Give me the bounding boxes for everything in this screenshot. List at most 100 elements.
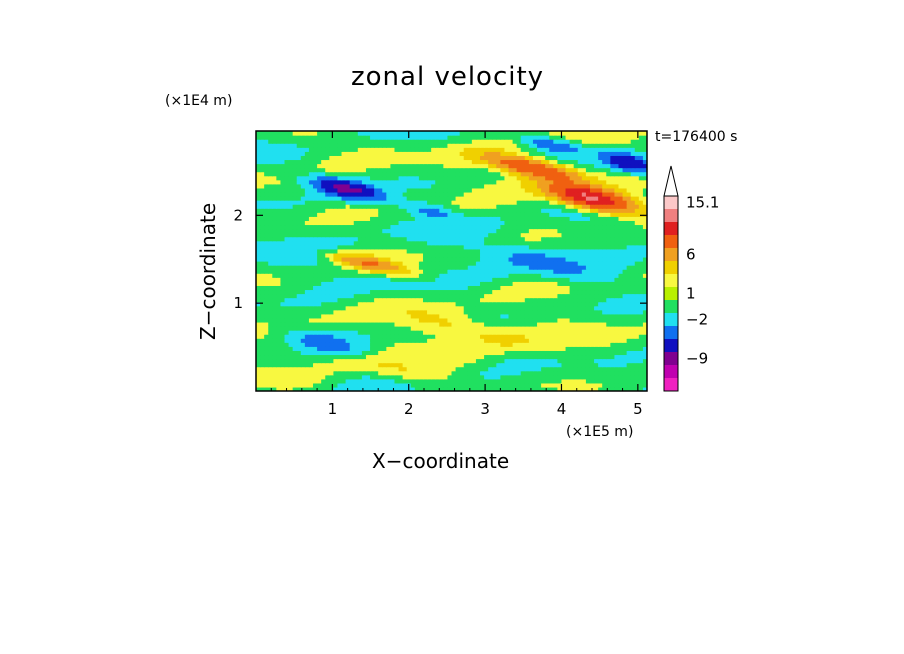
- field-cell: [614, 252, 620, 258]
- field-cell: [427, 273, 432, 278]
- field-cell: [317, 297, 322, 303]
- field-cell: [382, 366, 387, 372]
- field-cell: [492, 248, 497, 254]
- field-cell: [634, 273, 640, 278]
- field-cell: [614, 220, 620, 226]
- field-cell: [422, 244, 428, 250]
- field-cell: [435, 179, 440, 185]
- field-cell: [418, 240, 424, 246]
- field-cell: [276, 273, 282, 278]
- field-cell: [382, 334, 387, 339]
- field-cell: [317, 382, 322, 388]
- field-cell: [594, 261, 599, 266]
- field-cell: [573, 269, 579, 274]
- field-cell: [276, 301, 282, 307]
- field-cell: [329, 204, 334, 209]
- field-cell: [585, 281, 591, 286]
- field-cell: [357, 382, 363, 388]
- field-cell: [349, 224, 355, 230]
- field-cell: [361, 334, 367, 339]
- field-cell: [264, 277, 269, 282]
- field-cell: [427, 313, 432, 319]
- field-cell: [541, 378, 546, 384]
- field-cell: [459, 204, 465, 209]
- field-cell: [496, 248, 501, 254]
- field-cell: [345, 179, 351, 185]
- field-cell: [585, 350, 591, 356]
- field-cell: [394, 305, 400, 311]
- field-cell: [553, 216, 558, 221]
- field-cell: [504, 277, 510, 282]
- field-cell: [480, 240, 485, 246]
- field-cell: [353, 313, 359, 319]
- field-cell: [414, 248, 420, 254]
- field-cell: [606, 285, 611, 291]
- field-cell: [365, 309, 371, 315]
- field-cell: [557, 334, 563, 339]
- field-cell: [606, 208, 611, 213]
- field-cell: [496, 289, 501, 295]
- field-cell: [528, 285, 534, 291]
- field-cell: [488, 200, 493, 205]
- field-cell: [500, 200, 506, 205]
- field-cell: [528, 196, 534, 201]
- field-cell: [418, 191, 424, 197]
- field-cell: [345, 240, 351, 246]
- field-cell: [427, 179, 432, 185]
- field-cell: [435, 366, 440, 372]
- field-cell: [422, 183, 428, 189]
- field-cell: [585, 297, 591, 303]
- field-cell: [585, 252, 591, 258]
- field-cell: [406, 187, 412, 193]
- field-cell: [606, 220, 611, 226]
- field-cell: [427, 252, 432, 258]
- field-cell: [256, 187, 261, 193]
- field-cell: [378, 265, 383, 270]
- field-cell: [361, 244, 367, 250]
- field-cell: [638, 240, 644, 246]
- field-cell: [634, 350, 640, 356]
- field-cell: [451, 179, 457, 185]
- field-cell: [475, 321, 481, 327]
- field-cell: [431, 374, 436, 380]
- field-cell: [439, 187, 444, 193]
- field-cell: [508, 281, 514, 286]
- field-cell: [370, 256, 375, 262]
- field-cell: [317, 305, 322, 311]
- field-cell: [443, 305, 449, 311]
- field-cell: [577, 220, 583, 226]
- field-cell: [308, 362, 314, 368]
- field-cell: [638, 208, 644, 213]
- field-cell: [357, 313, 363, 319]
- field-cell: [414, 313, 420, 319]
- field-cell: [349, 216, 355, 221]
- field-cell: [606, 244, 611, 250]
- field-cell: [480, 232, 485, 238]
- field-cell: [313, 281, 318, 286]
- field-cell: [577, 330, 583, 335]
- field-cell: [455, 313, 461, 319]
- field-cell: [594, 301, 599, 307]
- field-cell: [410, 191, 416, 197]
- field-cell: [357, 301, 363, 307]
- field-cell: [634, 204, 640, 209]
- field-cell: [337, 224, 343, 230]
- field-cell: [480, 334, 485, 339]
- field-cell: [435, 289, 440, 295]
- field-cell: [467, 362, 473, 368]
- field-cell: [528, 244, 534, 250]
- field-cell: [365, 183, 371, 189]
- field-cell: [308, 236, 314, 242]
- field-cell: [610, 187, 616, 193]
- field-cell: [402, 236, 408, 242]
- field-cell: [333, 183, 339, 189]
- field-cell: [451, 208, 457, 213]
- field-cell: [581, 220, 587, 226]
- field-cell: [573, 200, 579, 205]
- field-cell: [394, 330, 400, 335]
- field-cell: [638, 366, 644, 372]
- field-cell: [439, 342, 444, 347]
- field-cell: [524, 285, 530, 291]
- field-cell: [337, 317, 343, 323]
- field-cell: [427, 265, 432, 270]
